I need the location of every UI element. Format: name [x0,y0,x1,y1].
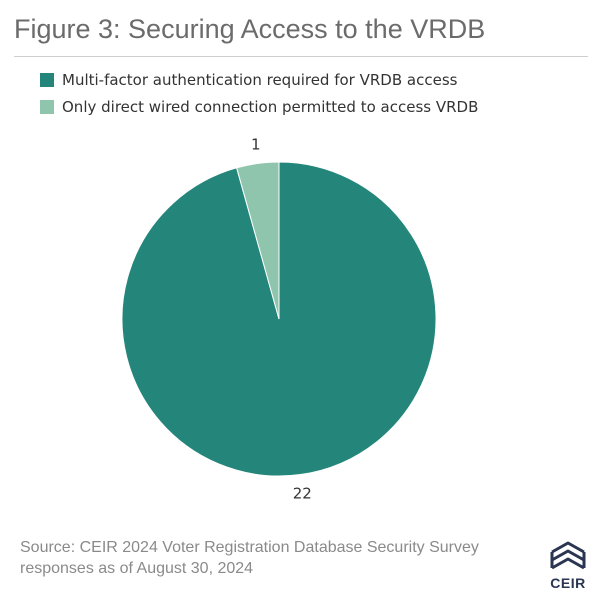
title-divider [14,56,588,57]
data-label-wired-connection: 1 [251,136,261,154]
chart-legend: Multi-factor authentication required for… [40,66,478,120]
legend-item-wired-connection: Only direct wired connection permitted t… [40,93,478,120]
ceir-logo: CEIR [546,538,590,594]
legend-swatch-multi-factor [40,72,54,87]
data-label-multi-factor: 22 [293,484,312,502]
chart-title: Figure 3: Securing Access to the VRDB [14,14,486,44]
source-note: Source: CEIR 2024 Voter Registration Dat… [20,537,479,579]
legend-swatch-wired-connection [40,99,54,114]
legend-item-multi-factor: Multi-factor authentication required for… [40,66,478,93]
source-line-1: Source: CEIR 2024 Voter Registration Dat… [20,539,479,556]
ceir-logo-text: CEIR [550,575,586,591]
ceir-logo-icon [550,541,586,570]
source-line-2: responses as of August 30, 2024 [20,560,254,577]
legend-label-multi-factor: Multi-factor authentication required for… [62,70,458,89]
legend-label-wired-connection: Only direct wired connection permitted t… [62,97,479,116]
pie-slice-wired-connection [236,161,280,320]
